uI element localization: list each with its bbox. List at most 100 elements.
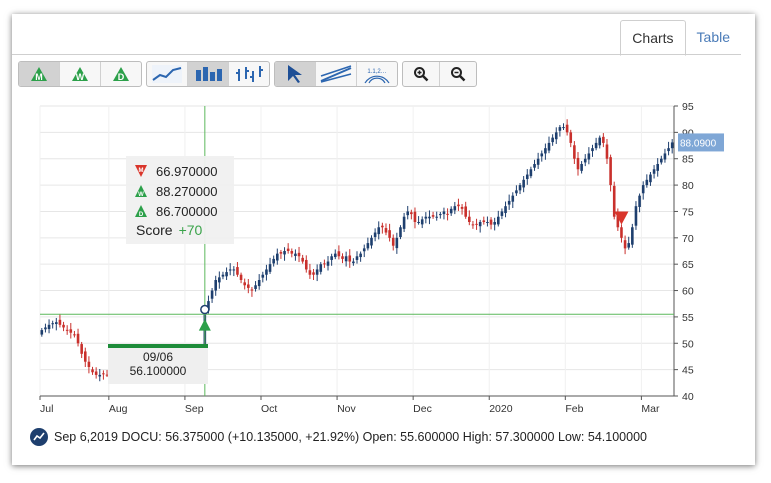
candle-body — [399, 227, 402, 238]
x-tick-label: Aug — [109, 403, 128, 415]
candle-body — [58, 319, 62, 325]
monthly-button[interactable]: M — [19, 62, 60, 86]
daily-button[interactable]: D — [101, 62, 141, 86]
candle-body — [301, 257, 304, 262]
score-label: Score — [136, 222, 173, 238]
daily-letter: D — [118, 72, 125, 82]
zoom-out-icon — [451, 67, 466, 82]
candle-body — [62, 324, 65, 328]
fibonacci-button[interactable]: 1.1,2… — [357, 62, 397, 86]
candle-body — [362, 248, 366, 252]
monthly-letter: M — [35, 72, 43, 82]
candle-body — [279, 252, 283, 254]
trendline-button[interactable] — [316, 62, 357, 86]
candle-body — [304, 259, 308, 270]
y-tick-label: 80 — [682, 180, 694, 192]
tooltip-monthly-letter: M — [139, 168, 144, 174]
candle-body — [533, 164, 536, 168]
candle-body — [232, 269, 236, 271]
candle-body — [355, 256, 359, 260]
candle-body — [428, 216, 431, 219]
quote-ticker: DOCU: — [121, 430, 162, 444]
candle-body — [612, 185, 616, 217]
candle-body — [275, 253, 279, 261]
candle-body — [540, 153, 544, 157]
y-tick-label: 50 — [682, 338, 694, 350]
pointer-button[interactable] — [275, 62, 316, 86]
candle-body — [558, 127, 562, 131]
candle-body — [616, 214, 620, 228]
fibonacci-label: 1.1,2… — [367, 69, 386, 75]
candle-body — [551, 137, 554, 143]
last-price-badge — [678, 133, 724, 152]
candle-body — [641, 185, 645, 194]
candle-body — [333, 253, 337, 258]
candle-body — [420, 219, 424, 225]
monthly-signal-icon: M — [31, 67, 47, 82]
pointer-icon — [288, 65, 302, 83]
candle-body — [94, 371, 98, 375]
chart-panel: Charts Table M W D — [12, 14, 755, 465]
zoom-in-button[interactable] — [403, 62, 440, 86]
zoom-out-button[interactable] — [440, 62, 476, 86]
candle-body — [207, 301, 210, 311]
candle-body — [544, 148, 547, 154]
candle-body — [326, 261, 330, 266]
cursor-date-bar — [108, 344, 208, 348]
period-button-group: M W D — [18, 61, 142, 87]
bar-chart-button[interactable] — [188, 62, 229, 86]
x-tick-label: Feb — [565, 403, 583, 415]
candle-body — [290, 251, 294, 254]
tab-table[interactable]: Table — [696, 29, 730, 45]
candle-body — [663, 153, 667, 160]
trendline-icon — [320, 65, 352, 83]
candle-body — [471, 224, 475, 226]
candle-body — [272, 258, 275, 264]
x-tick-label: Oct — [261, 403, 277, 415]
candle-body — [478, 222, 482, 227]
weekly-button[interactable]: W — [60, 62, 101, 86]
candle-body — [536, 158, 540, 165]
x-tick-label: Nov — [337, 403, 356, 415]
low-value: 54.100000 — [587, 430, 647, 444]
candle-body — [348, 255, 352, 262]
candle-body — [366, 243, 370, 249]
candle-body — [453, 206, 457, 211]
candle-body — [384, 228, 388, 233]
candle-body — [623, 240, 627, 249]
zoom-group — [402, 61, 477, 87]
candle-body — [591, 148, 594, 152]
cursor-point — [200, 304, 210, 315]
candle-body — [377, 227, 381, 235]
candle-body — [87, 361, 91, 367]
candle-body — [562, 127, 565, 129]
candle-body — [243, 282, 246, 286]
signal-row-daily: D 86.700000 — [134, 202, 217, 220]
candle-body — [395, 237, 399, 249]
candle-body — [457, 204, 460, 207]
candle-body — [69, 329, 73, 333]
tab-divider — [12, 54, 741, 55]
tab-charts[interactable]: Charts — [620, 20, 686, 56]
ohlc-chart-button[interactable] — [229, 62, 269, 86]
line-chart-button[interactable] — [147, 62, 188, 86]
candle-body — [529, 169, 533, 177]
candle-body — [268, 264, 272, 272]
x-tick-label: Mar — [641, 403, 660, 415]
sell-signal-marker — [614, 211, 629, 225]
candle-body — [660, 158, 663, 163]
candle-body — [283, 251, 286, 255]
candle-body — [670, 142, 674, 149]
quote-date: Sep 6,2019 — [54, 430, 118, 444]
daily-up-signal-icon: D — [135, 205, 147, 218]
candle-body — [504, 206, 507, 214]
candle-body — [341, 256, 344, 259]
candle-body — [102, 373, 105, 375]
candle-body — [359, 253, 362, 258]
signal-row-weekly: W 88.270000 — [134, 182, 217, 200]
candle-body — [525, 174, 529, 180]
daily-signal-icon: D — [113, 67, 129, 82]
candle-body — [431, 215, 435, 217]
candle-body — [569, 132, 573, 143]
candle-body — [631, 227, 634, 245]
